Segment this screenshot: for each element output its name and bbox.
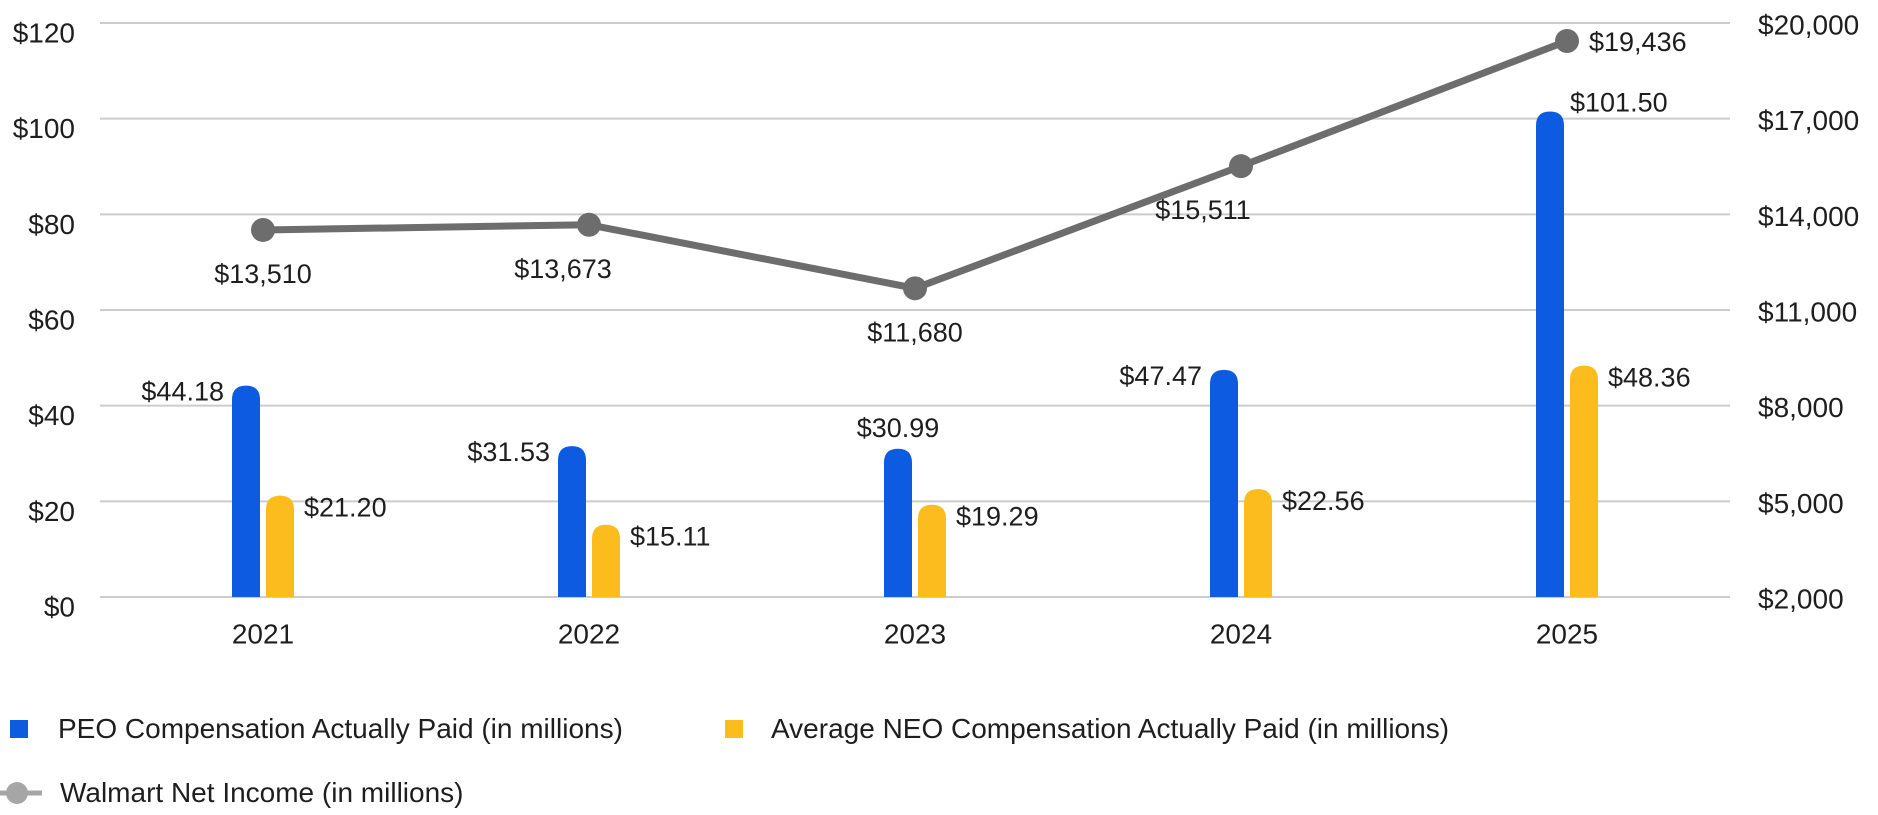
- bar-peo-2025: [1536, 111, 1564, 597]
- bar-peo-2021: [232, 385, 260, 597]
- x-axis-label-2024: 2024: [1210, 619, 1272, 650]
- legend-square-icon: [725, 720, 743, 738]
- net-income-value-label: $13,510: [214, 259, 312, 289]
- neo-value-label: $21.20: [304, 493, 387, 523]
- net-income-point-2023: [903, 276, 927, 301]
- bar-neo-2025: [1570, 365, 1598, 597]
- legend-label-neo-compensation: Average NEO Compensation Actually Paid (…: [771, 713, 1450, 744]
- combo-chart: $0 $2,000 $20 $5,000 $40 $8,000 $60 $11,000 $80 $…: [13, 10, 1860, 650]
- bar-peo-2023: [884, 448, 912, 597]
- right-axis-tick: $2,000: [1758, 584, 1844, 615]
- right-axis-tick: $20,000: [1758, 10, 1859, 41]
- left-axis-tick: $0: [44, 592, 75, 623]
- legend-line-dot-icon: [0, 782, 42, 804]
- net-income-point-2022: [577, 212, 601, 237]
- legend-item-neo-compensation: Average NEO Compensation Actually Paid (…: [725, 713, 1449, 745]
- x-axis-label-2023: 2023: [884, 619, 946, 650]
- neo-value-label: $22.56: [1282, 486, 1365, 516]
- right-axis-tick: $5,000: [1758, 488, 1844, 519]
- net-income-value-label: $13,673: [514, 254, 612, 284]
- left-axis-tick: $120: [13, 18, 75, 49]
- neo-value-label: $48.36: [1608, 363, 1691, 393]
- net-income-point-2025: [1555, 28, 1579, 53]
- net-income-value-label: $19,436: [1589, 27, 1687, 57]
- peo-value-label: $30.99: [857, 413, 940, 443]
- legend-label-net-income: Walmart Net Income (in millions): [60, 777, 464, 808]
- legend-item-net-income: Walmart Net Income (in millions): [0, 777, 463, 809]
- bar-peo-2024: [1210, 369, 1238, 597]
- peo-value-label: $47.47: [1119, 361, 1202, 391]
- left-axis-tick: $40: [28, 400, 75, 431]
- net-income-point-2024: [1229, 154, 1253, 179]
- legend-square-icon: [10, 720, 28, 738]
- net-income-value-label: $15,511: [1155, 195, 1251, 225]
- bar-neo-2024: [1244, 489, 1272, 597]
- left-axis-tick: $100: [13, 113, 75, 144]
- x-axis-label-2022: 2022: [558, 619, 620, 650]
- net-income-point-2021: [251, 217, 275, 242]
- bar-neo-2023: [918, 504, 946, 597]
- neo-value-label: $15.11: [630, 522, 711, 552]
- legend-item-peo-compensation: PEO Compensation Actually Paid (in milli…: [10, 713, 623, 745]
- x-axis-label-2021: 2021: [232, 619, 294, 650]
- bar-peo-2022: [558, 446, 586, 597]
- neo-value-label: $19.29: [956, 502, 1039, 532]
- right-axis-tick: $17,000: [1758, 105, 1859, 136]
- bar-neo-2022: [592, 524, 620, 597]
- right-axis-tick: $14,000: [1758, 201, 1859, 232]
- peo-value-label: $101.50: [1570, 87, 1668, 117]
- x-axis-label-2025: 2025: [1536, 619, 1598, 650]
- right-axis-tick: $11,000: [1758, 297, 1857, 328]
- left-axis-tick: $20: [28, 496, 75, 527]
- legend-dot: [6, 782, 28, 804]
- bar-neo-2021: [266, 495, 294, 597]
- net-income-line: [259, 37, 1571, 292]
- net-income-value-label: $11,680: [867, 317, 963, 347]
- legend-label-peo-compensation: PEO Compensation Actually Paid (in milli…: [58, 713, 623, 744]
- left-axis-tick: $60: [28, 305, 75, 336]
- peo-value-label: $31.53: [467, 437, 550, 467]
- right-axis-tick: $8,000: [1758, 392, 1844, 423]
- left-axis-tick: $80: [28, 209, 75, 240]
- peo-value-label: $44.18: [141, 377, 224, 407]
